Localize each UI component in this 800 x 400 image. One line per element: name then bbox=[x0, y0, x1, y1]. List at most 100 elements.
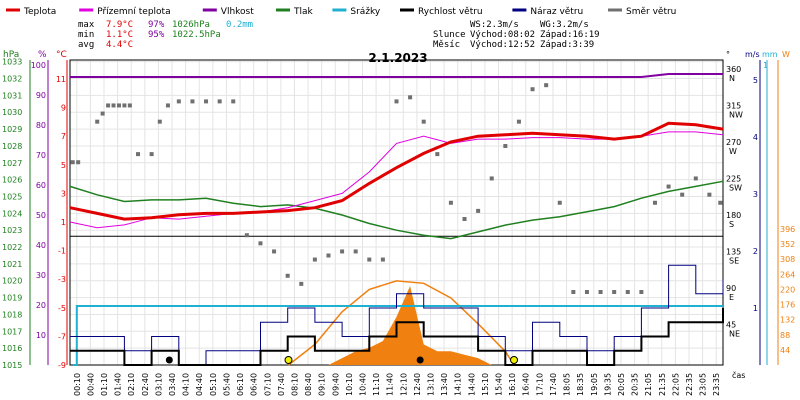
time-tick-label: 09:10 bbox=[318, 373, 327, 396]
time-tick-label: 13:40 bbox=[440, 373, 449, 396]
time-tick-label: 19:05 bbox=[590, 373, 599, 396]
stats-sun-label: Slunce bbox=[433, 30, 466, 40]
wind-direction-point bbox=[530, 87, 535, 92]
compass-direction-label: S bbox=[729, 220, 734, 229]
wind-direction-point bbox=[149, 152, 154, 157]
hpa-axis-title: hPa bbox=[3, 50, 19, 60]
wind-direction-point bbox=[408, 95, 413, 100]
wind-direction-point bbox=[95, 119, 100, 124]
wind-direction-point bbox=[165, 103, 170, 108]
celsius-tick-label: -1 bbox=[58, 247, 66, 256]
hpa-tick-label: 1018 bbox=[2, 310, 22, 319]
percent-tick-label: 50 bbox=[36, 211, 46, 220]
legend-item-label: Tlak bbox=[293, 7, 314, 17]
wind-direction-point bbox=[157, 119, 162, 124]
wind-direction-point bbox=[584, 290, 589, 294]
ms-axis-title: m/s bbox=[745, 50, 760, 59]
celsius-tick-label: -7 bbox=[58, 332, 66, 341]
celsius-tick-label: -3 bbox=[58, 275, 66, 284]
wind-direction-point bbox=[571, 290, 576, 294]
chart-title: 2.1.2023 bbox=[368, 51, 427, 65]
hpa-tick-label: 1017 bbox=[2, 327, 22, 336]
legend-item-label: Náraz větru bbox=[530, 7, 583, 17]
solar-tick-label: 308 bbox=[780, 255, 795, 264]
solar-measured-area bbox=[328, 286, 492, 365]
time-tick-label: 23:05 bbox=[699, 373, 708, 396]
time-tick-label: 17:40 bbox=[549, 373, 558, 396]
stats-pressure: 1022.5hPa bbox=[172, 30, 221, 40]
hpa-tick-label: 1023 bbox=[2, 226, 22, 235]
sun-marker bbox=[510, 356, 519, 364]
stats-row-label: max bbox=[78, 20, 95, 30]
wind-direction-point bbox=[489, 176, 494, 181]
celsius-tick-label: -9 bbox=[58, 361, 66, 370]
legend-item-label: Směr větru bbox=[626, 7, 676, 17]
time-tick-label: 15:40 bbox=[495, 373, 504, 396]
compass-direction-label: NW bbox=[729, 111, 743, 120]
wind-direction-point bbox=[111, 103, 116, 108]
wind-direction-point bbox=[462, 217, 467, 221]
degree-tick-label: 135 bbox=[726, 248, 741, 257]
degree-tick-label: 90 bbox=[726, 284, 736, 293]
time-tick-label: 03:10 bbox=[154, 373, 163, 396]
stats-temperature: 1.1°C bbox=[106, 30, 133, 40]
wind-direction-point bbox=[285, 273, 290, 278]
ms-tick-label: 2 bbox=[753, 247, 758, 256]
time-tick-label: 07:40 bbox=[277, 373, 286, 396]
wind-direction-point bbox=[435, 152, 440, 157]
time-tick-label: 20:35 bbox=[631, 373, 640, 396]
ms-tick-label: 1 bbox=[753, 304, 758, 313]
degree-tick-label: 225 bbox=[726, 175, 741, 184]
time-tick-label: 01:40 bbox=[114, 373, 123, 396]
wind-direction-point bbox=[340, 249, 345, 254]
percent-tick-label: 70 bbox=[36, 151, 46, 160]
percent-tick-label: 60 bbox=[36, 181, 46, 190]
wind-direction-point bbox=[76, 160, 81, 165]
celsius-tick-label: -5 bbox=[58, 304, 66, 313]
legend-item-label: Vlhkost bbox=[221, 7, 254, 17]
wind-direction-point bbox=[718, 200, 723, 205]
series-marks bbox=[70, 83, 723, 364]
wind-direction-point bbox=[448, 200, 453, 205]
wind-direction-point bbox=[680, 192, 685, 197]
degree-tick-label: 45 bbox=[726, 321, 736, 330]
hpa-tick-label: 1021 bbox=[2, 260, 22, 269]
celsius-tick-label: 5 bbox=[61, 161, 66, 170]
time-tick-label: 07:10 bbox=[263, 373, 272, 396]
hpa-tick-label: 1024 bbox=[2, 209, 22, 218]
wind-direction-point bbox=[476, 208, 481, 213]
degree-tick-label: 180 bbox=[726, 211, 741, 220]
hpa-tick-label: 1022 bbox=[2, 243, 22, 252]
solar-theoretical-line bbox=[288, 280, 515, 366]
hpa-tick-label: 1026 bbox=[2, 176, 22, 185]
wind-direction-point bbox=[544, 83, 549, 88]
wind-direction-point bbox=[639, 290, 644, 294]
hpa-tick-label: 1033 bbox=[2, 58, 22, 67]
stats-moonset: Západ:3:39 bbox=[540, 40, 594, 50]
time-tick-label: 01:10 bbox=[100, 373, 109, 396]
compass-direction-label: E bbox=[729, 293, 734, 302]
stats-panel: max 7.9°C 97% 1026hPa 0.2mm min 1.1°C 95% 1022.5… bbox=[78, 20, 600, 50]
time-tick-label: 06:10 bbox=[236, 373, 245, 396]
wind-direction-point bbox=[217, 99, 222, 104]
time-tick-label: 12:10 bbox=[399, 373, 408, 396]
rain-line bbox=[72, 305, 723, 366]
celsius-tick-label: 1 bbox=[61, 218, 66, 227]
compass-direction-label: SE bbox=[729, 257, 739, 266]
time-tick-label: 21:35 bbox=[658, 373, 667, 396]
mm-axis-title: mm bbox=[762, 50, 778, 59]
ms-tick-label: 4 bbox=[753, 133, 758, 142]
celsius-axis-title: °C bbox=[56, 50, 67, 60]
moon-marker bbox=[165, 356, 173, 364]
time-tick-label: 17:10 bbox=[535, 373, 544, 396]
series-lines bbox=[69, 73, 724, 366]
solar-tick-label: 396 bbox=[780, 225, 795, 234]
solar-tick-label: 220 bbox=[780, 285, 795, 294]
time-tick-label: 23:35 bbox=[712, 373, 721, 396]
time-tick-label: 11:40 bbox=[386, 373, 395, 396]
percent-tick-label: 10 bbox=[36, 331, 46, 340]
stats-moonrise: Východ:12:52 bbox=[470, 40, 535, 50]
hpa-tick-label: 1020 bbox=[2, 277, 22, 286]
pressure-line bbox=[69, 180, 724, 240]
